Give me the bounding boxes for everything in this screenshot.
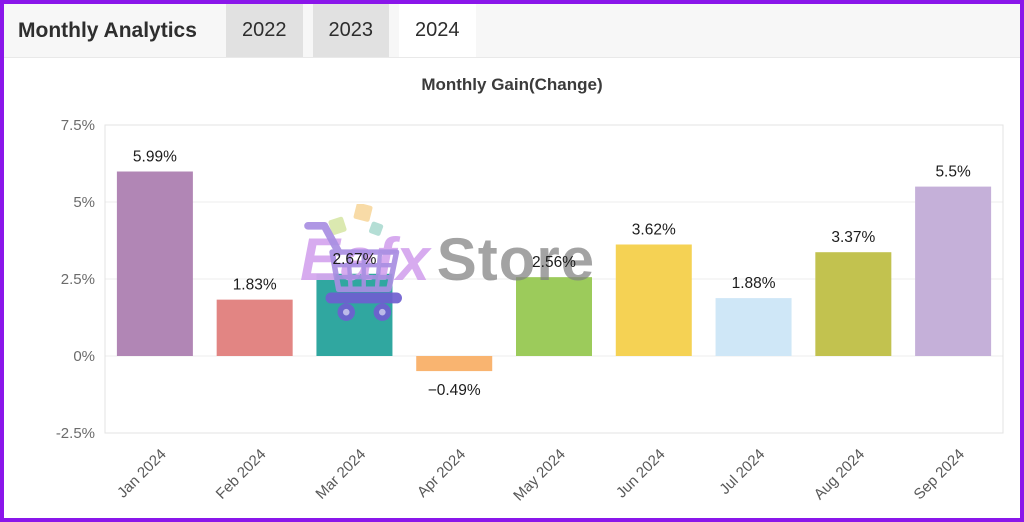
x-tick-label: Jul 2024 xyxy=(716,446,768,498)
year-tabs: 2022 2023 2024 xyxy=(226,4,486,57)
bar-may-2024[interactable] xyxy=(516,277,592,356)
y-tick-label: 5% xyxy=(73,194,95,211)
tab-2024[interactable]: 2024 xyxy=(399,4,476,57)
x-tick-label: Jun 2024 xyxy=(613,446,669,502)
y-tick-label: 7.5% xyxy=(61,117,95,134)
x-tick-label: Mar 2024 xyxy=(312,446,369,503)
bar-jun-2024[interactable] xyxy=(615,244,692,356)
chart-plot: 7.5% 5% 2.5% 0% -2.5% Jan 2024 Feb 2024 Mar 202… xyxy=(56,117,1004,505)
bar-jul-2024[interactable] xyxy=(715,298,792,356)
x-tick-label: Sep 2024 xyxy=(910,446,967,503)
bar-feb-2024[interactable] xyxy=(216,299,293,356)
x-tick-label: Aug 2024 xyxy=(811,446,868,503)
bar-chart: 7.5% 5% 2.5% 0% -2.5% Jan 2024 Feb 2024 Mar 202… xyxy=(4,104,1020,518)
tab-2022[interactable]: 2022 xyxy=(226,4,303,57)
bar-mar-2024[interactable] xyxy=(316,273,393,356)
tab-2023[interactable]: 2023 xyxy=(312,4,389,57)
x-tick-label: Apr 2024 xyxy=(414,446,469,501)
bar-sep-2024[interactable] xyxy=(915,186,992,356)
y-tick-label: -2.5% xyxy=(56,425,95,442)
y-tick-label: 2.5% xyxy=(61,271,95,288)
bar-apr-2024[interactable] xyxy=(416,356,493,372)
header: Monthly Analytics 2022 2023 2024 xyxy=(4,4,1020,58)
x-tick-label: May 2024 xyxy=(510,446,569,505)
chart-panel: Monthly Gain(Change) 7.5% 5% 2.5% 0% -2.5% Ja… xyxy=(4,58,1020,518)
bar-jan-2024[interactable] xyxy=(116,171,193,356)
page-title: Monthly Analytics xyxy=(18,18,197,42)
plot-border xyxy=(104,124,1004,434)
x-tick-label: Jan 2024 xyxy=(114,446,170,502)
bar-aug-2024[interactable] xyxy=(815,252,892,356)
chart-title: Monthly Gain(Change) xyxy=(421,75,603,94)
x-tick-label: Feb 2024 xyxy=(213,446,270,503)
y-tick-label: 0% xyxy=(73,348,95,365)
